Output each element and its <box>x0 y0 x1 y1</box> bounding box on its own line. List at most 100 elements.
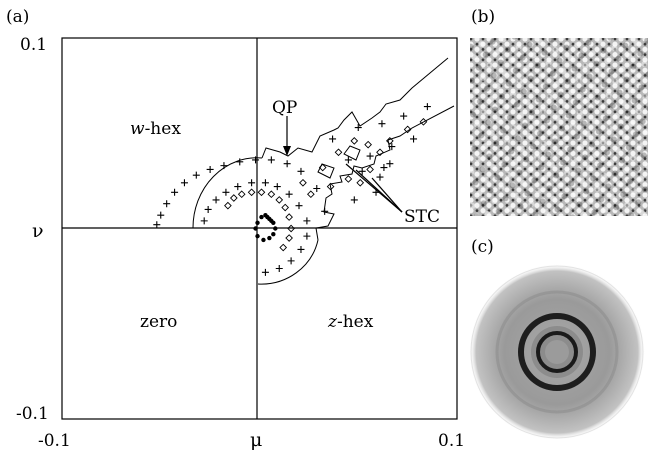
plus-marker <box>388 143 396 151</box>
plus-marker <box>180 179 188 187</box>
plus-marker <box>212 196 220 204</box>
plus-marker <box>267 156 275 164</box>
plus-marker <box>295 202 303 210</box>
diamond-marker <box>267 190 276 199</box>
plus-marker <box>236 158 244 166</box>
plus-marker <box>423 103 431 111</box>
diamond-marker <box>285 234 293 242</box>
x-axis-label: μ <box>250 429 262 451</box>
diamond-marker <box>279 243 288 252</box>
panel-label-a: (a) <box>6 7 29 27</box>
plus-marker <box>366 152 374 160</box>
plus-marker <box>400 112 408 120</box>
plus-marker <box>358 167 366 175</box>
diamond-marker <box>285 213 293 221</box>
diamond-marker <box>247 188 256 197</box>
arc-marker <box>269 218 274 224</box>
data-markers <box>153 103 431 276</box>
region-label-zero: zero <box>140 312 177 332</box>
diamond-marker <box>224 201 232 210</box>
plus-marker <box>321 207 329 215</box>
plus-marker <box>204 205 212 213</box>
diamond-marker <box>376 148 384 157</box>
stc-arrow-3 <box>371 177 403 213</box>
diamond-marker <box>275 196 284 204</box>
plus-marker <box>157 211 165 219</box>
plus-marker <box>234 183 242 191</box>
stc-arrow-2 <box>355 169 403 213</box>
diamond-marker <box>419 117 428 126</box>
plus-marker <box>192 171 200 179</box>
plus-marker <box>261 179 269 187</box>
plus-marker <box>303 232 311 240</box>
diamond-marker <box>237 190 246 199</box>
diamond-marker <box>364 140 372 149</box>
plus-marker <box>354 124 362 132</box>
diamond-marker <box>386 137 394 145</box>
arc-marker <box>253 226 258 231</box>
outer-arc-boundary <box>192 157 263 229</box>
diamond-marker <box>350 137 359 145</box>
plus-marker <box>206 165 214 173</box>
plus-marker <box>376 173 384 181</box>
plus-marker <box>350 196 358 204</box>
plus-marker <box>313 184 321 192</box>
y-tick-bottom: -0.1 <box>16 404 49 424</box>
arc-marker <box>273 226 278 231</box>
plus-marker <box>329 135 337 143</box>
qp-outer-staircase <box>261 57 449 159</box>
plus-marker <box>297 245 305 253</box>
diamond-marker <box>257 188 266 197</box>
plus-marker <box>410 135 418 143</box>
stc-label: STC <box>404 207 440 227</box>
plus-marker <box>273 183 281 191</box>
plus-marker <box>163 200 171 208</box>
plus-marker <box>287 257 295 265</box>
plus-marker <box>297 167 305 175</box>
diamond-marker <box>403 125 412 134</box>
plus-marker <box>386 160 394 168</box>
diamond-marker <box>299 178 307 187</box>
phase-boundaries <box>192 57 455 285</box>
plus-marker <box>275 265 283 273</box>
diamond-marker <box>229 194 238 202</box>
y-tick-top: 0.1 <box>20 35 47 55</box>
plus-marker <box>344 156 352 164</box>
plus-marker <box>220 162 228 170</box>
region-label-z-hex: z-hex <box>327 312 374 332</box>
x-tick-left: -0.1 <box>38 431 71 451</box>
arc-marker <box>267 235 272 241</box>
stc-pocket-2 <box>343 145 361 161</box>
arc-marker <box>255 220 260 225</box>
diamond-marker <box>326 182 335 191</box>
diamond-marker <box>344 175 353 183</box>
panel-label-c: (c) <box>471 237 494 257</box>
plus-marker <box>283 160 291 168</box>
plus-marker <box>252 156 260 164</box>
fourier-spectrum-image <box>469 264 645 440</box>
pattern-image <box>470 38 648 216</box>
plus-marker <box>171 188 179 196</box>
diamond-marker <box>307 190 315 199</box>
arc-marker <box>261 237 266 243</box>
qp-label: QP <box>272 98 297 118</box>
arc-marker <box>255 233 260 239</box>
arc-marker <box>259 214 264 220</box>
qp-arrow-head <box>283 146 291 156</box>
diamond-marker <box>281 203 290 212</box>
plus-marker <box>261 268 269 276</box>
plus-marker <box>200 217 208 225</box>
plus-marker <box>248 179 256 187</box>
y-axis-label: ν <box>32 220 44 242</box>
plus-marker <box>380 164 388 172</box>
diamond-marker <box>334 148 343 157</box>
plus-marker <box>222 188 230 196</box>
qp-inner-staircase <box>315 105 455 241</box>
arc-marker <box>271 232 276 237</box>
plus-marker <box>378 120 386 128</box>
x-tick-right: 0.1 <box>438 431 465 451</box>
annotation-arrows <box>283 116 403 213</box>
plus-marker <box>285 190 293 198</box>
inner-arc-boundary <box>257 239 319 285</box>
